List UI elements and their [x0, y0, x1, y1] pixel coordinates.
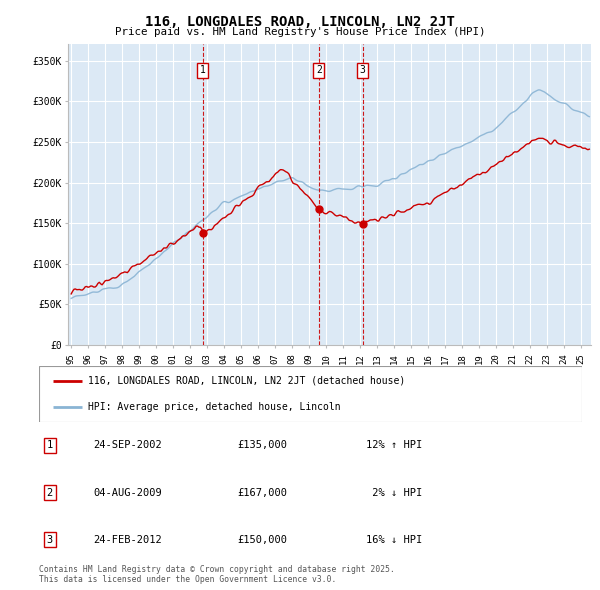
Text: 1: 1: [47, 441, 53, 450]
Text: 12% ↑ HPI: 12% ↑ HPI: [366, 441, 422, 450]
FancyBboxPatch shape: [39, 366, 582, 422]
Text: £167,000: £167,000: [237, 488, 287, 497]
Text: 2: 2: [47, 488, 53, 497]
Text: 24-FEB-2012: 24-FEB-2012: [93, 535, 162, 545]
Text: Price paid vs. HM Land Registry's House Price Index (HPI): Price paid vs. HM Land Registry's House …: [115, 27, 485, 37]
Text: 04-AUG-2009: 04-AUG-2009: [93, 488, 162, 497]
Text: 3: 3: [359, 65, 365, 76]
Text: 116, LONGDALES ROAD, LINCOLN, LN2 2JT (detached house): 116, LONGDALES ROAD, LINCOLN, LN2 2JT (d…: [88, 376, 405, 386]
Text: 3: 3: [47, 535, 53, 545]
Text: £150,000: £150,000: [237, 535, 287, 545]
Text: 24-SEP-2002: 24-SEP-2002: [93, 441, 162, 450]
Text: Contains HM Land Registry data © Crown copyright and database right 2025.: Contains HM Land Registry data © Crown c…: [39, 565, 395, 574]
Text: This data is licensed under the Open Government Licence v3.0.: This data is licensed under the Open Gov…: [39, 575, 337, 584]
Text: £135,000: £135,000: [237, 441, 287, 450]
Text: 2% ↓ HPI: 2% ↓ HPI: [366, 488, 422, 497]
Text: 116, LONGDALES ROAD, LINCOLN, LN2 2JT: 116, LONGDALES ROAD, LINCOLN, LN2 2JT: [145, 15, 455, 29]
Text: 2: 2: [316, 65, 322, 76]
Text: HPI: Average price, detached house, Lincoln: HPI: Average price, detached house, Linc…: [88, 402, 340, 412]
Text: 16% ↓ HPI: 16% ↓ HPI: [366, 535, 422, 545]
Text: 1: 1: [200, 65, 205, 76]
